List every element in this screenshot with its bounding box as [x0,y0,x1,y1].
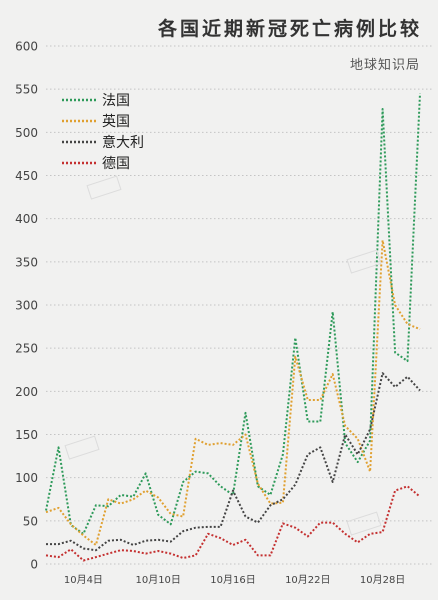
x-tick-label: 10月28日 [360,574,405,586]
y-tick-label: 450 [15,169,38,183]
y-tick-label: 500 [15,126,38,140]
legend-label: 英国 [102,113,130,130]
y-tick-label: 150 [15,428,38,442]
y-tick-label: 100 [15,471,38,485]
legend-label: 意大利 [102,134,144,151]
y-tick-label: 200 [15,385,38,399]
legend-label: 德国 [102,156,130,172]
chart-title: 各国近期新冠死亡病例比较 [157,18,422,40]
y-tick-label: 300 [15,299,38,313]
y-tick-label: 50 [23,514,38,528]
x-tick-label: 10月16日 [210,574,255,586]
y-tick-label: 600 [15,40,38,54]
legend-label: 法国 [102,93,130,109]
chart-subtitle: 地球知识局 [349,58,420,73]
x-tick-label: 10月10日 [135,574,180,586]
series-line [46,372,421,552]
y-tick-label: 400 [15,212,38,226]
series-line [45,239,421,546]
x-tick-label: 10月22日 [285,574,330,586]
y-tick-label: 250 [15,342,38,356]
series-line [45,485,421,562]
x-tick-label: 10月4日 [64,574,103,586]
y-tick-label: 550 [15,83,38,97]
y-tick-label: 350 [15,255,38,269]
series-line [45,93,421,535]
y-tick-label: 0 [30,558,38,572]
